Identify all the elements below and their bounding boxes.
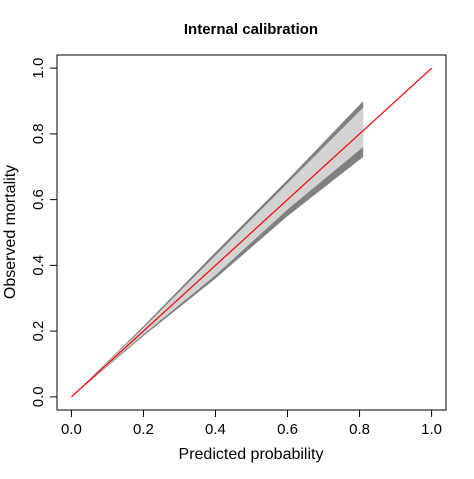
x-tick-label: 0.0 xyxy=(61,421,82,438)
y-tick-label: 0.0 xyxy=(30,386,47,407)
x-tick-label: 0.2 xyxy=(133,421,154,438)
band xyxy=(71,101,364,397)
x-tick-label: 0.6 xyxy=(277,421,298,438)
y-tick-label: 1.0 xyxy=(30,58,47,79)
y-axis-label: Observed mortality xyxy=(2,165,19,299)
chart-title: Internal calibration xyxy=(184,21,318,38)
x-tick-label: 0.8 xyxy=(349,421,370,438)
y-tick-label: 0.4 xyxy=(30,255,47,276)
y-tick-label: 0.2 xyxy=(30,321,47,342)
reference-line xyxy=(71,67,432,398)
y-tick-label: 0.6 xyxy=(30,189,47,210)
x-tick-label: 0.4 xyxy=(205,421,226,438)
x-tick-label: 1.0 xyxy=(421,421,442,438)
x-axis-label: Predicted probability xyxy=(179,446,324,463)
y-tick-label: 0.8 xyxy=(30,123,47,144)
